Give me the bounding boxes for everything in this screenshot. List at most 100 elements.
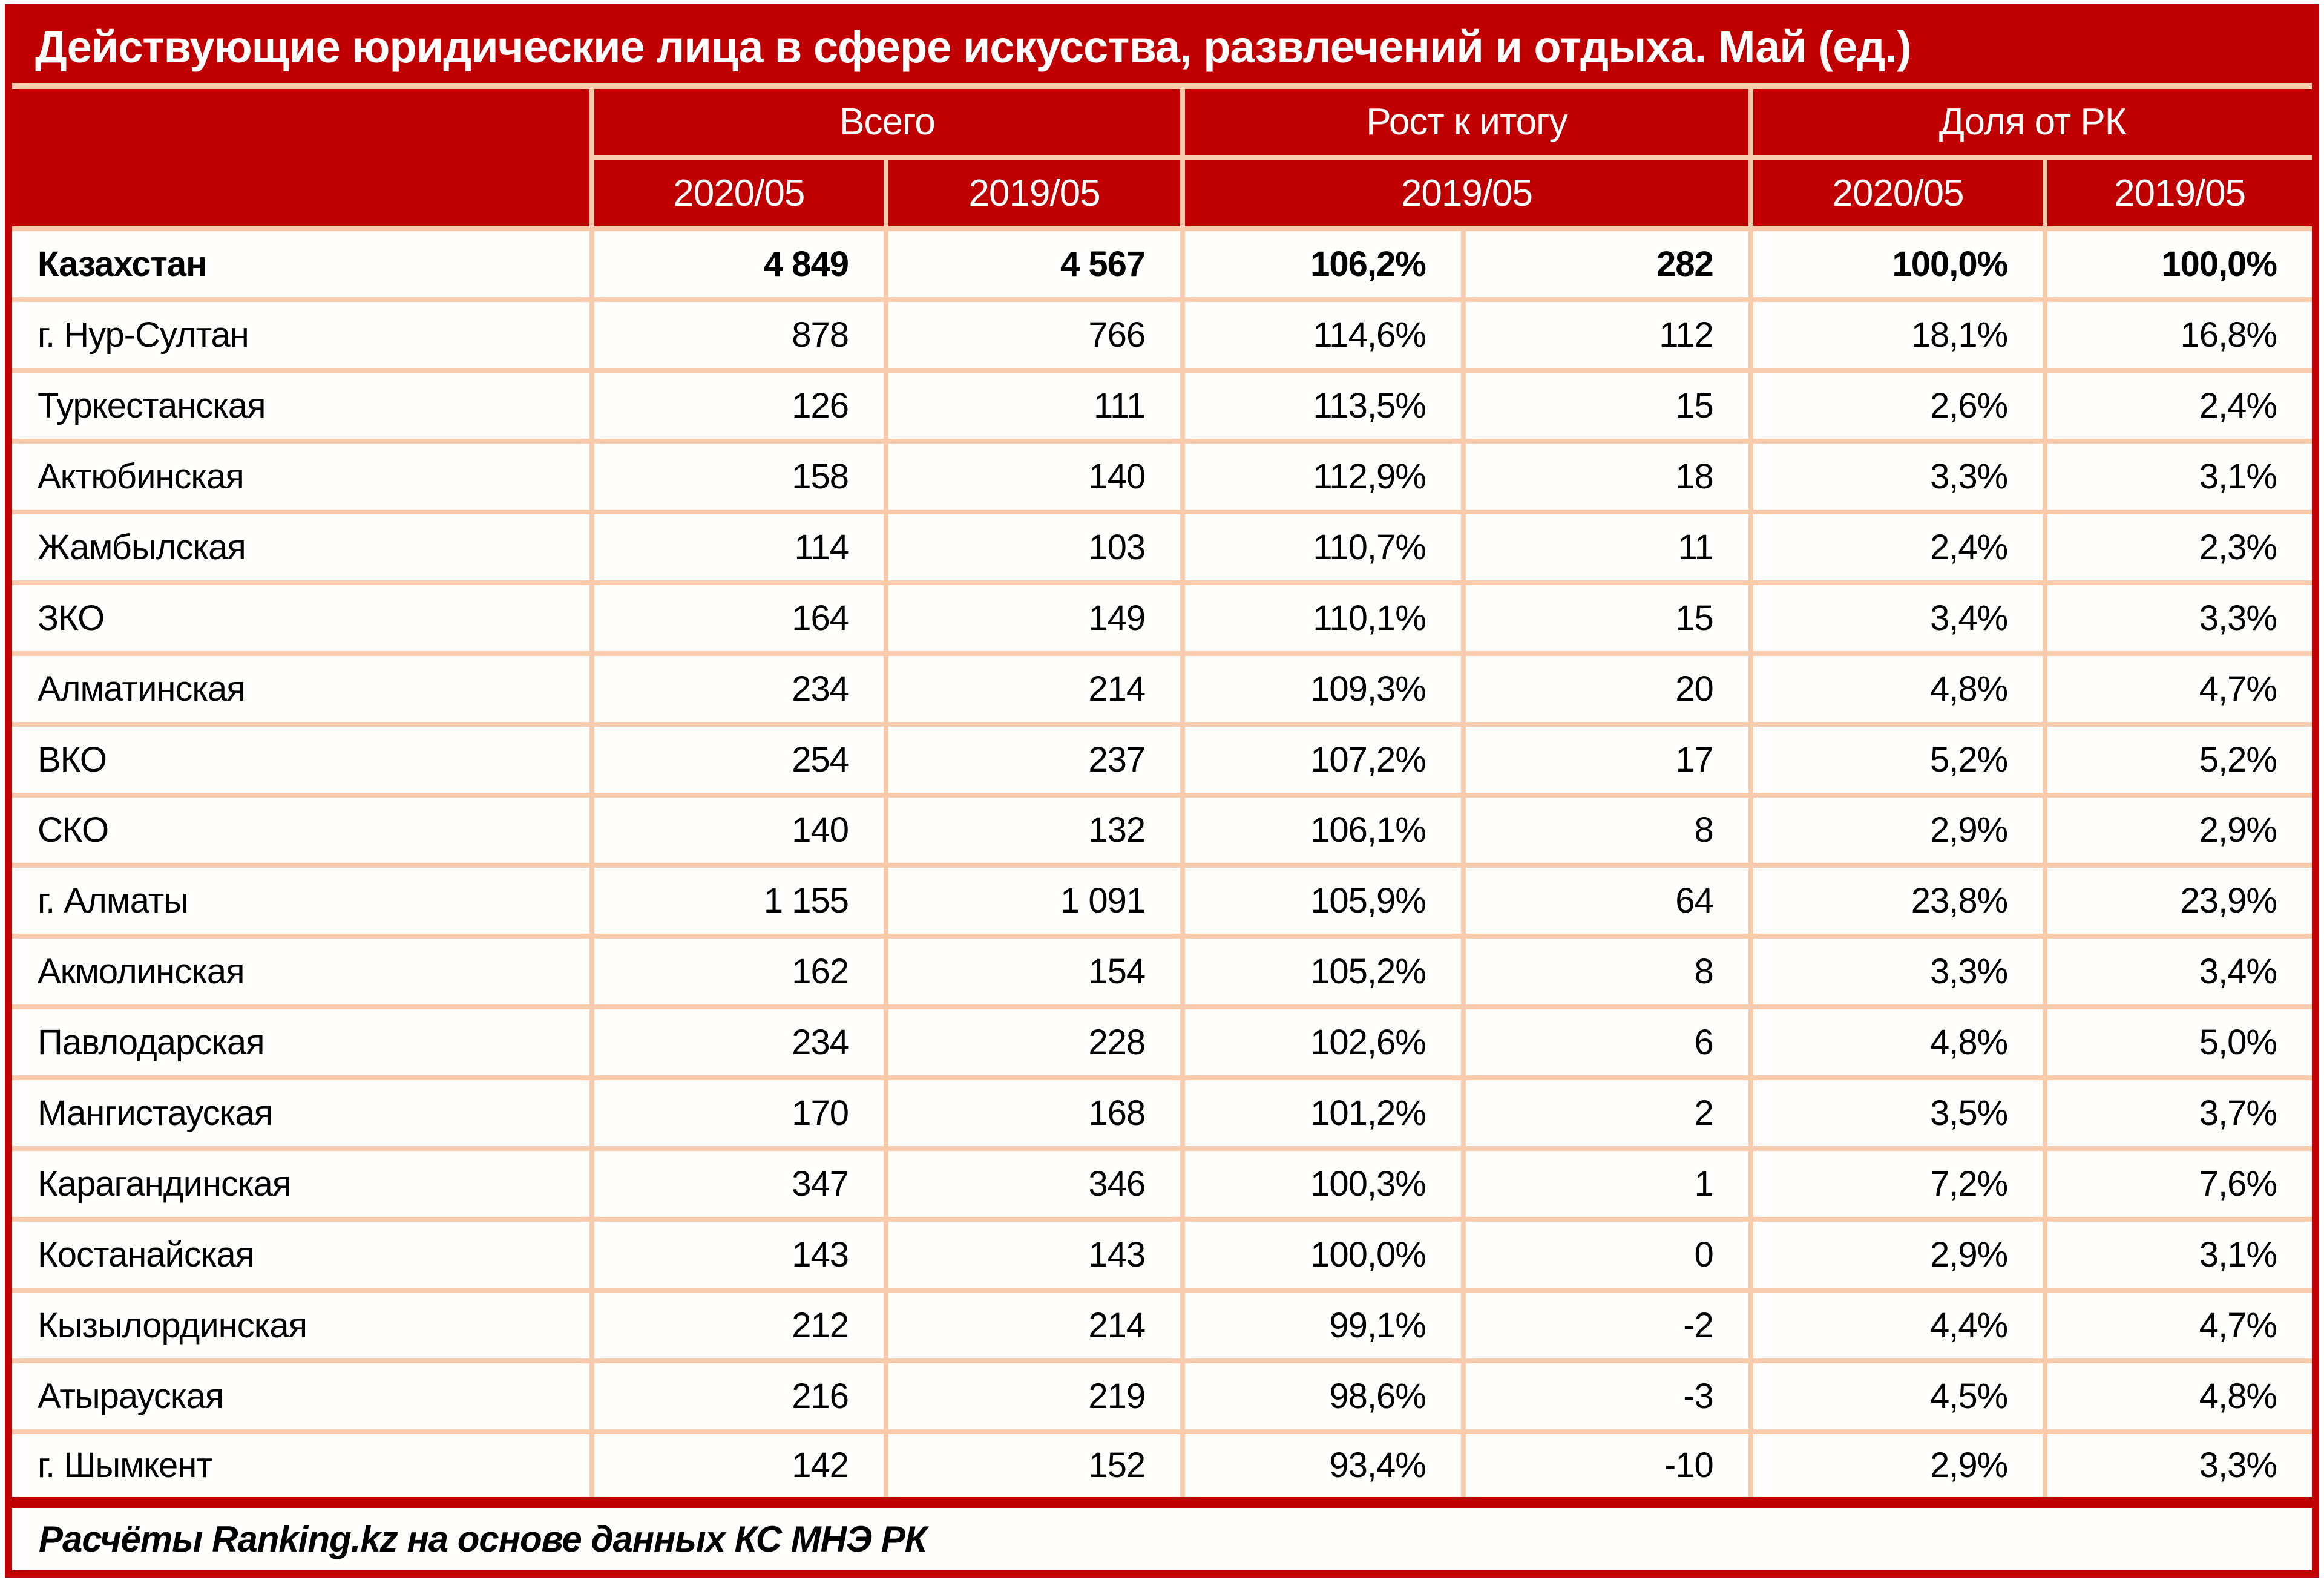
growth-pct-cell: 114,6% [1180, 297, 1466, 373]
share-2019-cell: 3,4% [2043, 934, 2312, 1010]
growth-abs-cell: -2 [1460, 1288, 1753, 1363]
total-2019-cell: 168 [883, 1075, 1186, 1152]
growth-abs-cell: 112 [1460, 297, 1753, 373]
region-name-cell: г. Шымкент [12, 1429, 594, 1502]
total-2020-cell: 878 [589, 297, 889, 373]
total-2019-cell: 111 [883, 367, 1186, 444]
table-row: Алматинская 234 214 109,3% 20 4,8% 4,7% [12, 650, 2312, 727]
share-2019-cell: 23,9% [2043, 863, 2312, 939]
share-2020-cell: 3,4% [1748, 580, 2048, 656]
table-row: Жамбылская 114 103 110,7% 11 2,4% 2,3% [12, 509, 2312, 585]
total-2020-cell: 170 [589, 1075, 889, 1152]
region-name-cell: Костанайская [12, 1217, 594, 1293]
header-sub-total-2019: 2019/05 [883, 155, 1186, 231]
share-2020-cell: 100,0% [1748, 226, 2048, 302]
header-sub-share-2020: 2020/05 [1748, 155, 2048, 231]
growth-abs-cell: 64 [1460, 863, 1753, 939]
share-2020-cell: 4,8% [1748, 1004, 2048, 1081]
table-body: Казахстан 4 849 4 567 106,2% 282 100,0% … [12, 226, 2312, 1502]
region-name-cell: ВКО [12, 721, 594, 798]
total-2019-cell: 346 [883, 1146, 1186, 1222]
growth-pct-cell: 93,4% [1180, 1429, 1466, 1502]
share-2019-cell: 4,7% [2043, 1288, 2312, 1363]
share-2019-cell: 2,3% [2043, 509, 2312, 585]
total-2019-cell: 149 [883, 580, 1186, 656]
share-2020-cell: 18,1% [1748, 297, 2048, 373]
growth-abs-cell: 18 [1460, 438, 1753, 514]
total-2020-cell: 143 [589, 1217, 889, 1293]
source-row: Расчёты Ranking.kz на основе данных КС М… [12, 1497, 2312, 1570]
share-2019-cell: 5,0% [2043, 1004, 2312, 1081]
growth-pct-cell: 112,9% [1180, 438, 1466, 514]
report-table-frame: Действующие юридические лица в сфере иск… [5, 4, 2319, 1578]
total-2020-cell: 162 [589, 934, 889, 1010]
share-2020-cell: 2,9% [1748, 792, 2048, 868]
growth-abs-cell: 15 [1460, 580, 1753, 656]
total-2019-cell: 4 567 [883, 226, 1186, 302]
total-2020-cell: 347 [589, 1146, 889, 1222]
header-sub-share-2019: 2019/05 [2043, 155, 2312, 231]
share-2020-cell: 3,3% [1748, 934, 2048, 1010]
total-2020-cell: 158 [589, 438, 889, 514]
table-row: ЗКО 164 149 110,1% 15 3,4% 3,3% [12, 580, 2312, 656]
growth-abs-cell: 11 [1460, 509, 1753, 585]
share-2020-cell: 5,2% [1748, 721, 2048, 798]
growth-pct-cell: 99,1% [1180, 1288, 1466, 1363]
total-2020-cell: 142 [589, 1429, 889, 1502]
growth-abs-cell: 20 [1460, 650, 1753, 727]
total-2020-cell: 164 [589, 580, 889, 656]
growth-pct-cell: 106,2% [1180, 226, 1466, 302]
growth-abs-cell: 1 [1460, 1146, 1753, 1222]
growth-pct-cell: 107,2% [1180, 721, 1466, 798]
growth-pct-cell: 106,1% [1180, 792, 1466, 868]
region-name-cell: г. Нур-Султан [12, 297, 594, 373]
table-row: Карагандинская 347 346 100,3% 1 7,2% 7,6… [12, 1146, 2312, 1222]
total-2019-cell: 152 [883, 1429, 1186, 1502]
table-row: ВКО 254 237 107,2% 17 5,2% 5,2% [12, 721, 2312, 798]
table-row: Туркестанская 126 111 113,5% 15 2,6% 2,4… [12, 367, 2312, 444]
growth-pct-cell: 109,3% [1180, 650, 1466, 727]
growth-abs-cell: 8 [1460, 792, 1753, 868]
growth-abs-cell: 15 [1460, 367, 1753, 444]
table-row: СКО 140 132 106,1% 8 2,9% 2,9% [12, 792, 2312, 868]
total-2020-cell: 234 [589, 1004, 889, 1081]
total-2020-cell: 234 [589, 650, 889, 727]
data-table: Всего Рост к итогу Доля от РК 2020/05 20… [12, 83, 2312, 1570]
total-2019-cell: 237 [883, 721, 1186, 798]
share-2019-cell: 4,8% [2043, 1358, 2312, 1434]
share-2020-cell: 2,4% [1748, 509, 2048, 585]
share-2020-cell: 3,3% [1748, 438, 2048, 514]
region-name-cell: Акмолинская [12, 934, 594, 1010]
growth-abs-cell: 282 [1460, 226, 1753, 302]
table-row: г. Нур-Султан 878 766 114,6% 112 18,1% 1… [12, 297, 2312, 373]
share-2019-cell: 5,2% [2043, 721, 2312, 798]
share-2019-cell: 3,7% [2043, 1075, 2312, 1152]
total-2019-cell: 154 [883, 934, 1186, 1010]
growth-abs-cell: 8 [1460, 934, 1753, 1010]
share-2019-cell: 2,9% [2043, 792, 2312, 868]
region-name-cell: Актюбинская [12, 438, 594, 514]
table-footer: Расчёты Ranking.kz на основе данных КС М… [12, 1497, 2312, 1570]
growth-abs-cell: -10 [1460, 1429, 1753, 1502]
growth-pct-cell: 110,1% [1180, 580, 1466, 656]
header-sub-total-2020: 2020/05 [591, 155, 889, 231]
region-name-cell: Алматинская [12, 650, 594, 727]
region-name-cell: Атырауская [12, 1358, 594, 1434]
share-2020-cell: 2,9% [1748, 1429, 2048, 1502]
share-2020-cell: 23,8% [1748, 863, 2048, 939]
table-row: г. Шымкент 142 152 93,4% -10 2,9% 3,3% [12, 1429, 2312, 1502]
total-2019-cell: 140 [883, 438, 1186, 514]
share-2020-cell: 2,6% [1748, 367, 2048, 444]
total-2019-cell: 228 [883, 1004, 1186, 1081]
growth-abs-cell: -3 [1460, 1358, 1753, 1434]
region-name-cell: Карагандинская [12, 1146, 594, 1222]
growth-pct-cell: 102,6% [1180, 1004, 1466, 1081]
share-2020-cell: 4,4% [1748, 1288, 2048, 1363]
growth-pct-cell: 101,2% [1180, 1075, 1466, 1152]
total-2020-cell: 4 849 [589, 226, 889, 302]
growth-abs-cell: 0 [1460, 1217, 1753, 1293]
total-2019-cell: 1 091 [883, 863, 1186, 939]
region-name-cell: СКО [12, 792, 594, 868]
source-note: Расчёты Ranking.kz на основе данных КС М… [12, 1497, 2312, 1570]
share-2019-cell: 4,7% [2043, 650, 2312, 727]
